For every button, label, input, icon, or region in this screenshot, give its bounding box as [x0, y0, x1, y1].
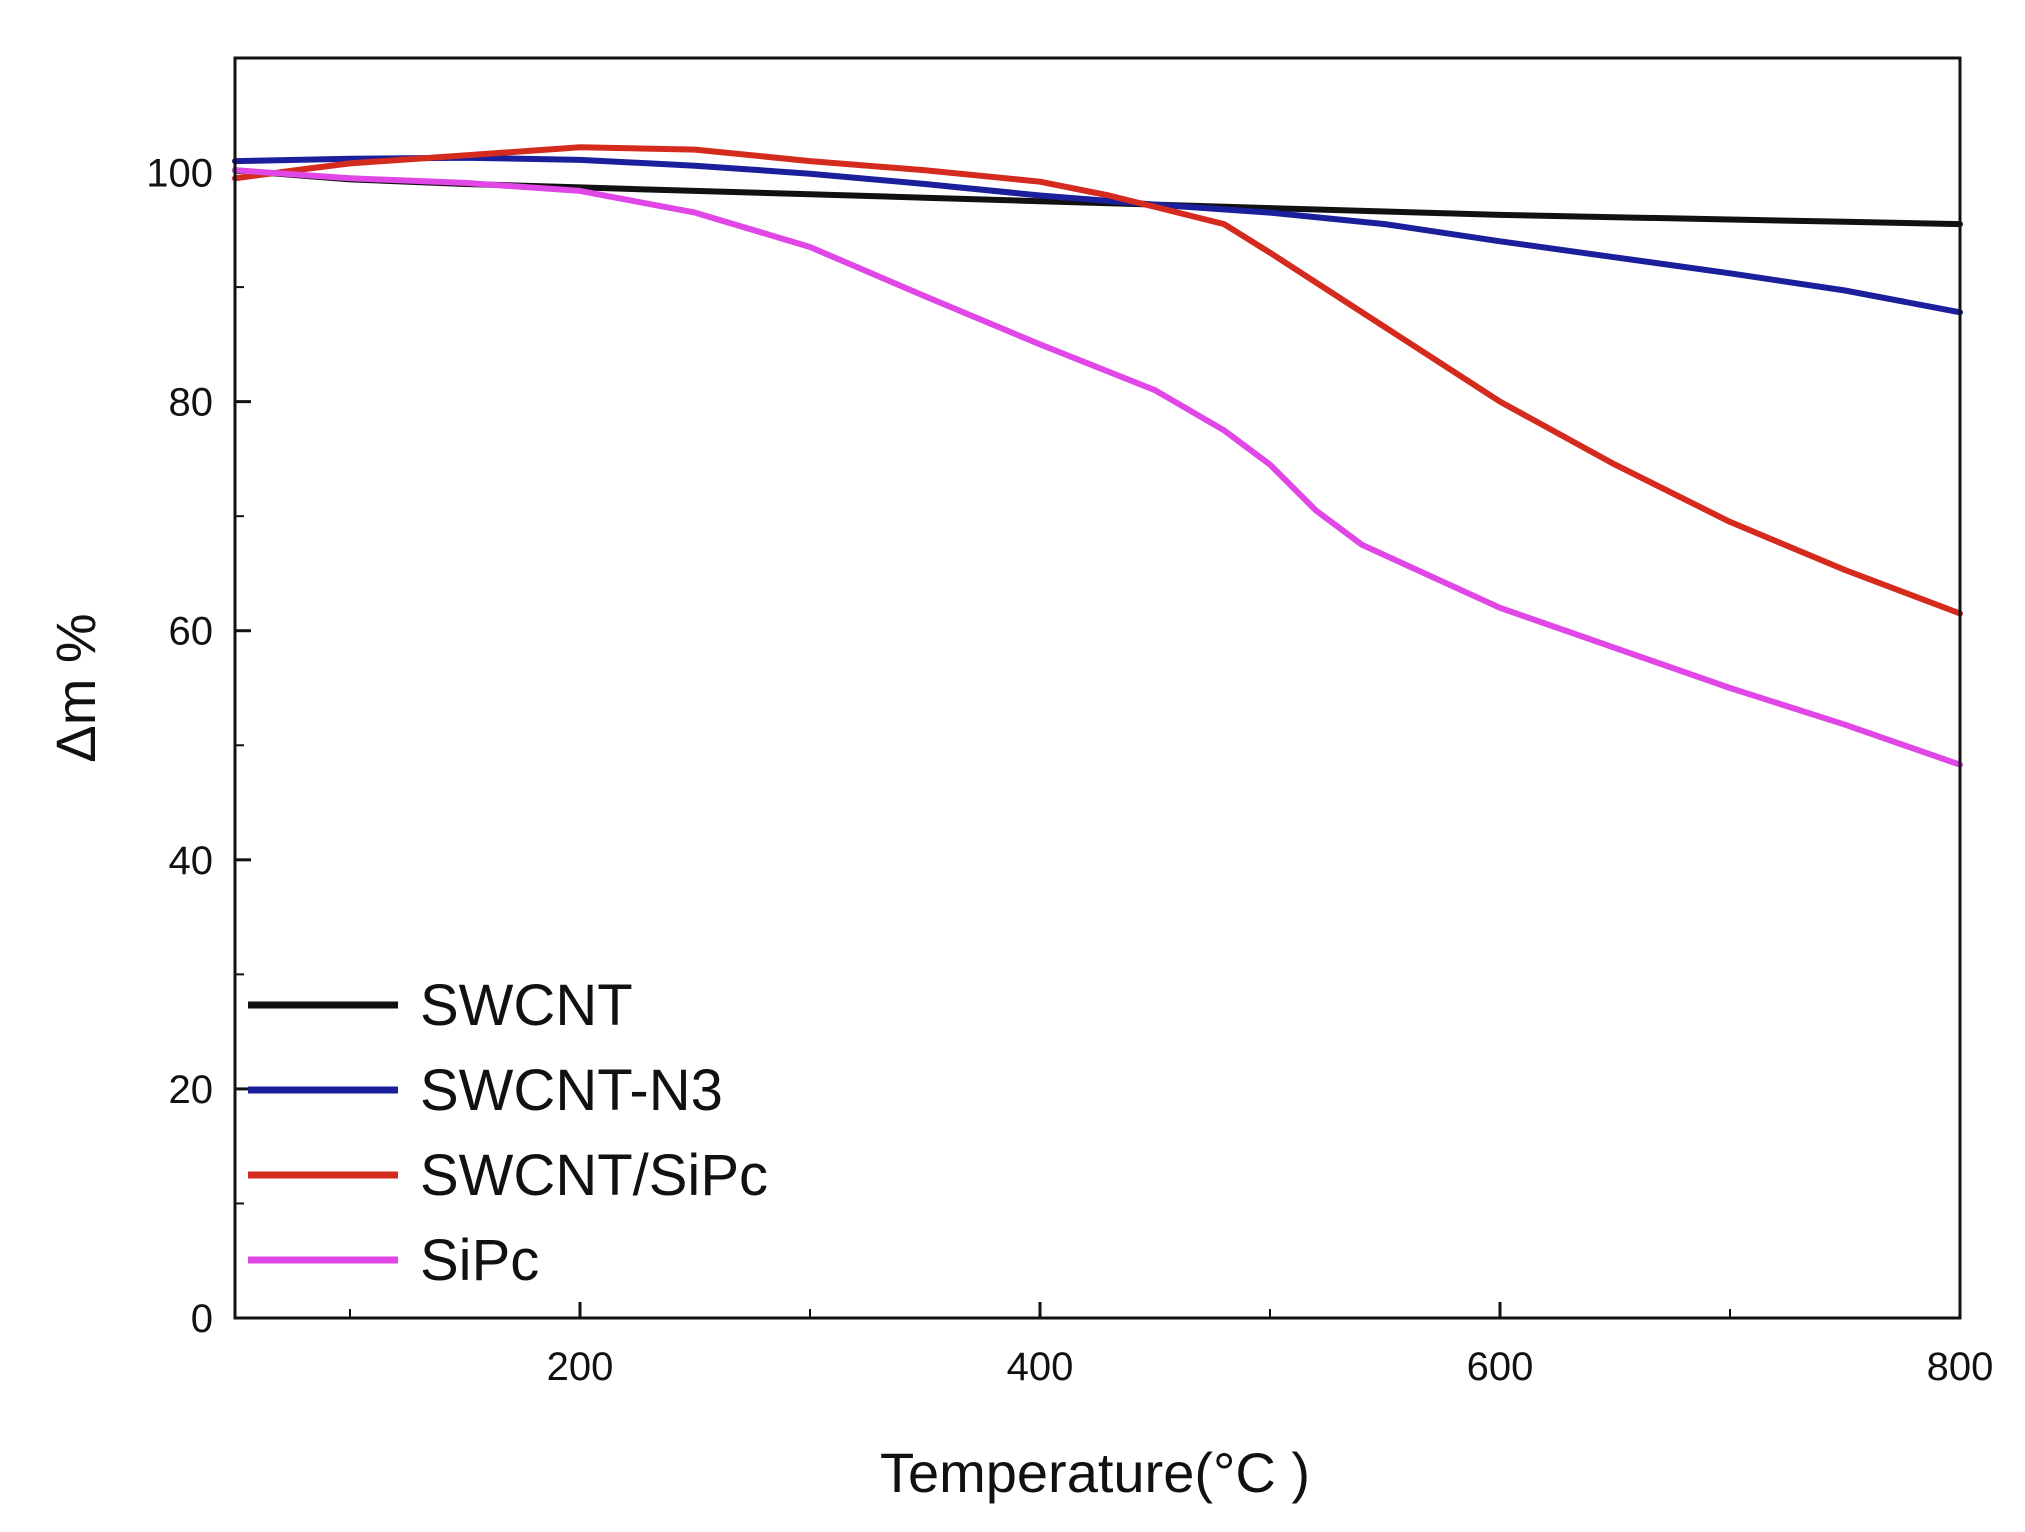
x-tick-label: 600 — [1467, 1345, 1534, 1389]
legend-label-swcnt-sipc: SWCNT/SiPc — [420, 1143, 768, 1208]
x-tick-label: 200 — [547, 1345, 614, 1389]
y-tick-label: 0 — [191, 1297, 213, 1341]
x-tick-label: 800 — [1927, 1345, 1994, 1389]
x-axis-title: Temperature(°C ) — [880, 1441, 1310, 1504]
series-line-swcnt-n3 — [232, 154, 1963, 316]
x-tick-label: 400 — [1007, 1345, 1074, 1389]
series-line-swcnt-sipc — [232, 144, 1963, 617]
y-tick-label: 60 — [169, 610, 214, 654]
y-axis-ticks: 0 20 40 60 80 100 — [146, 152, 251, 1341]
plot-frame — [233, 56, 1962, 1320]
legend-label-sipc: SiPc — [420, 1228, 539, 1293]
series-lines — [232, 144, 1963, 768]
series-line-sipc — [232, 167, 1963, 768]
y-axis-title: Δm % — [44, 613, 107, 762]
y-tick-label: 40 — [169, 839, 214, 883]
legend-label-swcnt: SWCNT — [420, 973, 633, 1038]
legend: SWCNT SWCNT-N3 SWCNT/SiPc SiPc — [248, 973, 768, 1293]
y-tick-label: 20 — [169, 1068, 214, 1112]
legend-label-swcnt-n3: SWCNT-N3 — [420, 1058, 723, 1123]
y-tick-label: 80 — [169, 381, 214, 425]
x-axis-ticks: 200 400 600 800 — [547, 1302, 1994, 1389]
y-tick-label: 100 — [146, 152, 213, 196]
